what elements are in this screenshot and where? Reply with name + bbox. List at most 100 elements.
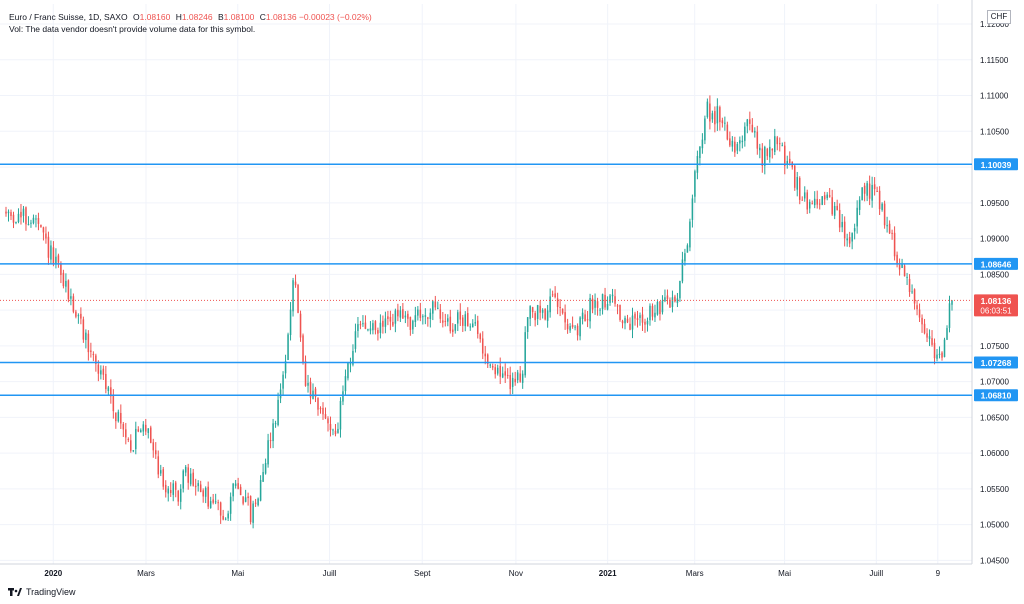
low-value: 1.08100: [223, 12, 255, 22]
candle-down: [916, 305, 918, 310]
candle-down: [903, 265, 906, 277]
candle-up: [50, 245, 52, 260]
candle-down: [811, 203, 813, 205]
candle-up: [686, 245, 689, 253]
candle-up: [731, 140, 734, 147]
candle-up: [257, 498, 259, 506]
candle-down: [60, 263, 62, 275]
candle-down: [397, 309, 399, 317]
candle-down: [42, 227, 45, 233]
candle-up: [496, 367, 499, 374]
candle-up: [27, 224, 30, 226]
candle-down: [534, 313, 536, 321]
candle-up: [676, 298, 679, 304]
candle-up: [516, 372, 519, 381]
candle-down: [721, 120, 724, 124]
candle-down: [302, 335, 304, 363]
candle-up: [307, 382, 309, 386]
candle-up: [369, 328, 372, 331]
y-tick-label: 1.07500: [980, 342, 1009, 351]
candle-down: [419, 309, 422, 318]
candle-down: [544, 308, 546, 320]
candle-up: [841, 221, 843, 228]
candle-down: [836, 205, 838, 211]
candle-up: [541, 309, 544, 313]
candle-down: [324, 414, 327, 419]
candle-up: [631, 315, 634, 330]
candle-down: [319, 408, 322, 410]
candle-down: [162, 469, 165, 487]
candle-up: [135, 428, 137, 450]
candle-down: [476, 320, 479, 334]
candle-down: [90, 350, 92, 352]
candle-up: [140, 430, 142, 433]
candle-up: [292, 280, 294, 312]
candle-down: [199, 484, 202, 493]
candle-down: [80, 313, 82, 319]
candle-up: [781, 145, 784, 147]
candle-up: [429, 312, 432, 320]
candle-down: [831, 197, 833, 215]
candle-down: [45, 233, 47, 239]
candle-up: [928, 336, 931, 339]
candle-up: [906, 276, 908, 278]
candle-up: [724, 122, 726, 124]
candle-up: [846, 238, 848, 241]
candle-down: [756, 131, 759, 149]
brand-name: TradingView: [26, 587, 76, 597]
candle-down: [125, 429, 127, 438]
candle-down: [659, 301, 661, 315]
candle-down: [566, 323, 569, 330]
x-tick-label: Nov: [509, 569, 523, 578]
candle-down: [382, 320, 384, 327]
candle-down: [554, 293, 556, 298]
candle-up: [856, 207, 858, 227]
candle-down: [25, 207, 27, 225]
candle-up: [746, 119, 749, 127]
currency-badge[interactable]: CHF: [987, 10, 1011, 24]
candle-up: [711, 113, 714, 120]
candle-up: [754, 131, 756, 133]
close-label: C: [259, 12, 266, 22]
candle-up: [262, 472, 264, 482]
candle-up: [287, 334, 289, 361]
candle-down: [192, 472, 194, 486]
candle-down: [239, 486, 242, 496]
candle-up: [272, 423, 274, 442]
x-tick-label: Mars: [137, 569, 155, 578]
candle-down: [519, 373, 521, 382]
candle-down: [254, 502, 257, 504]
candle-down: [5, 211, 7, 214]
candle-down: [72, 296, 75, 312]
candle-down: [57, 255, 60, 263]
candle-down: [269, 440, 272, 442]
candle-up: [259, 480, 262, 501]
candle-down: [392, 321, 394, 326]
candle-down: [137, 429, 140, 432]
candle-up: [414, 315, 417, 323]
candle-up: [858, 199, 861, 210]
candle-down: [52, 247, 55, 265]
candle-down: [329, 424, 332, 431]
candle-down: [407, 313, 409, 319]
candle-up: [489, 364, 491, 366]
candle-down: [818, 203, 821, 205]
y-tick-label: 1.05500: [980, 485, 1009, 494]
level-price-tag: [974, 257, 1018, 270]
candle-down: [207, 486, 209, 507]
candle-up: [342, 391, 344, 402]
volume-notice: Vol: The data vendor doesn't provide vol…: [9, 24, 256, 34]
candle-down: [377, 330, 379, 334]
candle-up: [379, 322, 382, 333]
candle-up: [279, 389, 282, 399]
candle-up: [167, 488, 170, 494]
candle-down: [629, 323, 631, 330]
candle-down: [102, 368, 105, 375]
candle-down: [891, 232, 893, 234]
candle-up: [332, 429, 334, 431]
legend-header: Euro / Franc Suisse, 1D, SAXO O1.08160 H…: [9, 11, 372, 35]
candle-down: [359, 324, 362, 326]
candle-up: [107, 387, 110, 392]
candle-down: [779, 143, 781, 145]
